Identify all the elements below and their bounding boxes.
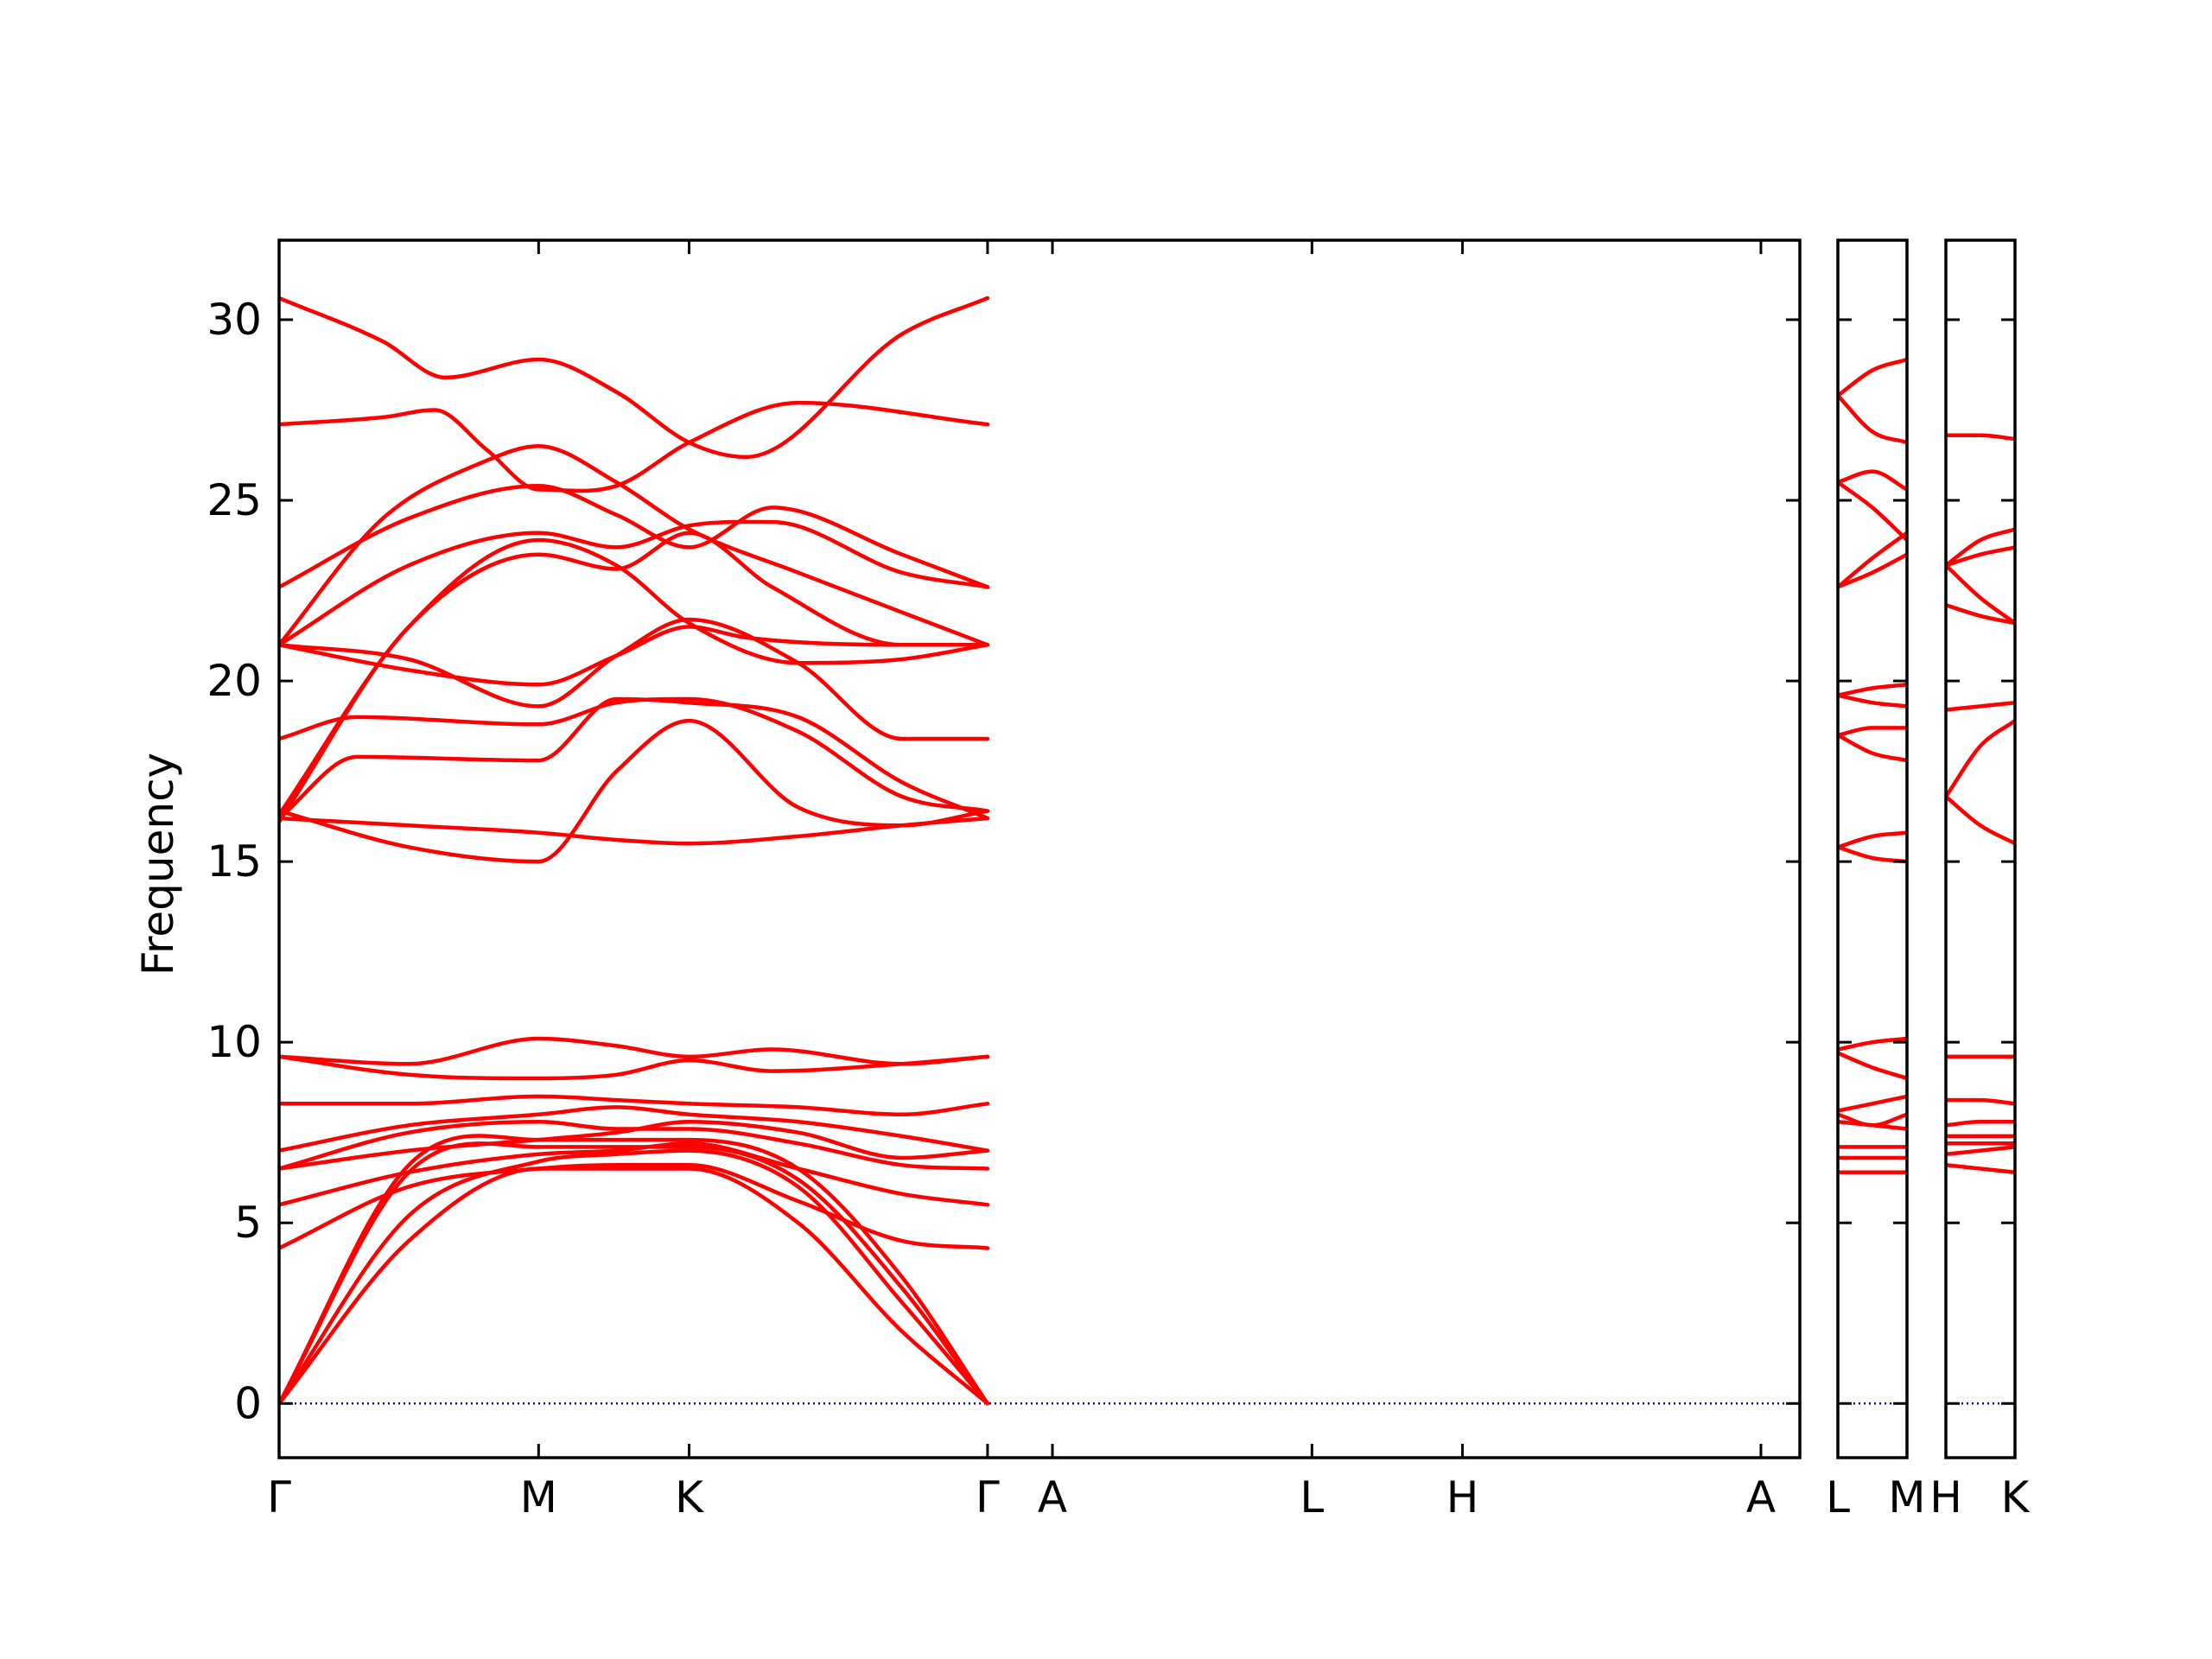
band-line-8 <box>1946 794 2015 846</box>
band-line-12 <box>279 1054 990 1081</box>
y-tick-label: 0 <box>234 1378 262 1428</box>
panel-frame <box>1944 238 2017 1459</box>
band-line-10 <box>1946 700 2015 712</box>
x-tick-label: Γ <box>976 1472 1000 1522</box>
x-tick-label: A <box>1746 1472 1776 1522</box>
x-tick-label: H <box>1446 1472 1479 1522</box>
x-tick-label: L <box>1300 1472 1324 1522</box>
band-line-22 <box>279 484 990 589</box>
x-tick-label: K <box>675 1472 704 1522</box>
band-line-16 <box>279 696 990 813</box>
x-tick-label: H <box>1929 1472 1962 1522</box>
band-line-8 <box>1838 1036 1907 1052</box>
band-line-11 <box>279 1036 990 1066</box>
y-axis-label: Frequency <box>133 753 183 976</box>
band-line-5 <box>1946 1119 2015 1128</box>
x-tick-label: L <box>1826 1472 1850 1522</box>
band-line-14 <box>1838 683 1907 698</box>
x-tick-label: M <box>520 1472 557 1522</box>
band-line-21 <box>279 519 990 647</box>
band-line-12 <box>1838 726 1907 738</box>
band-line-20 <box>1838 357 1907 398</box>
band-line-20 <box>279 531 990 824</box>
band-line-14 <box>279 718 990 864</box>
y-tick-label: 15 <box>207 836 262 887</box>
y-tick-label: 25 <box>207 475 262 525</box>
band-line-5 <box>1838 1112 1907 1128</box>
band-line-23 <box>279 444 990 647</box>
band-line-16 <box>1838 531 1907 589</box>
band-line-14 <box>1946 527 2015 568</box>
band-line-1 <box>279 1166 990 1406</box>
band-line-17 <box>1838 480 1907 543</box>
x-tick-label: M <box>1888 1472 1925 1522</box>
band-line-1 <box>1946 1163 2015 1174</box>
band-line-12 <box>1946 563 2015 626</box>
band-line-7 <box>1838 1051 1907 1081</box>
y-tick-label: 30 <box>207 295 262 345</box>
band-line-10 <box>279 1094 990 1117</box>
band-line-13 <box>1946 545 2015 568</box>
band-line-13 <box>1838 693 1907 709</box>
band-line-13 <box>279 816 990 846</box>
band-line-11 <box>1946 603 2015 626</box>
band-line-18 <box>279 617 990 741</box>
band-line-19 <box>279 625 990 687</box>
band-line-5 <box>279 1163 990 1250</box>
band-curves <box>279 296 990 1406</box>
y-tick-label: 10 <box>207 1017 262 1067</box>
y-tick-label: 5 <box>234 1198 262 1248</box>
band-line-9 <box>1946 718 2015 799</box>
band-line-15 <box>1838 552 1907 589</box>
x-tick-label: Γ <box>267 1472 291 1522</box>
x-tick-label: A <box>1038 1472 1067 1522</box>
band-line-10 <box>1838 830 1907 849</box>
band-line-24 <box>279 400 990 493</box>
band-line-6 <box>1946 1097 2015 1106</box>
band-line-19 <box>1838 393 1907 445</box>
band-line-8 <box>279 1119 990 1171</box>
panel-frame <box>1836 238 1909 1459</box>
band-curves <box>1838 357 1907 1174</box>
band-line-6 <box>1838 1094 1907 1113</box>
band-line-6 <box>279 1141 990 1207</box>
panel-frame <box>277 238 1802 1459</box>
band-line-2 <box>279 1148 990 1406</box>
band-line-25 <box>279 296 990 460</box>
band-line-15 <box>1946 433 2015 442</box>
band-line-11 <box>1838 733 1907 763</box>
x-tick-label: K <box>2001 1472 2031 1522</box>
band-line-9 <box>279 1105 990 1153</box>
band-line-18 <box>1838 469 1907 492</box>
y-tick-label: 20 <box>207 656 262 706</box>
band-curves <box>1946 433 2015 1174</box>
band-line-2 <box>1946 1145 2015 1157</box>
